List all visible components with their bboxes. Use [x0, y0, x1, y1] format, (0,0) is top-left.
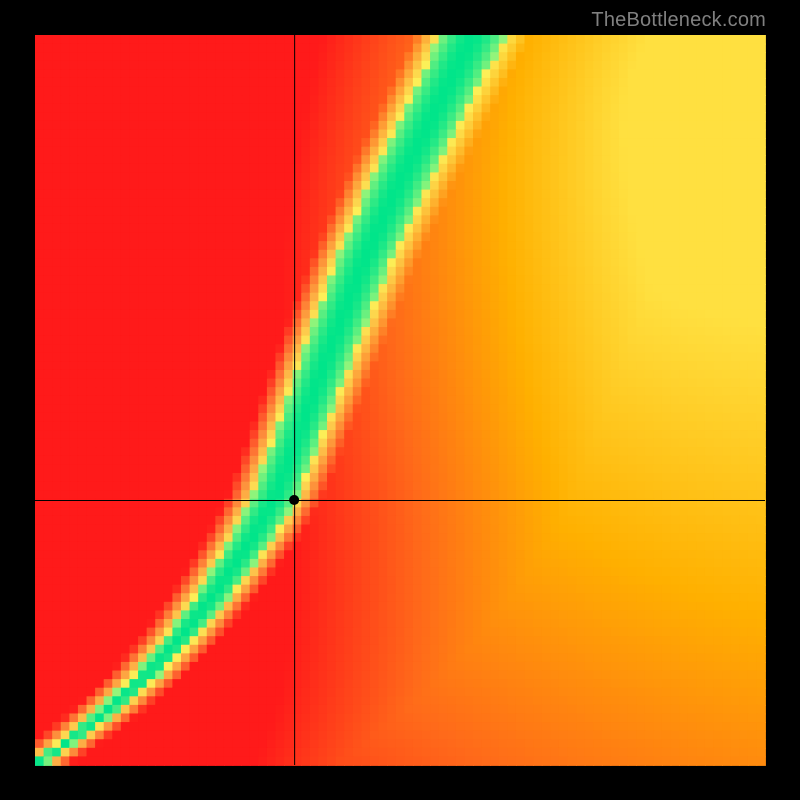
- watermark-text: TheBottleneck.com: [591, 9, 766, 32]
- bottleneck-heatmap: [0, 0, 800, 800]
